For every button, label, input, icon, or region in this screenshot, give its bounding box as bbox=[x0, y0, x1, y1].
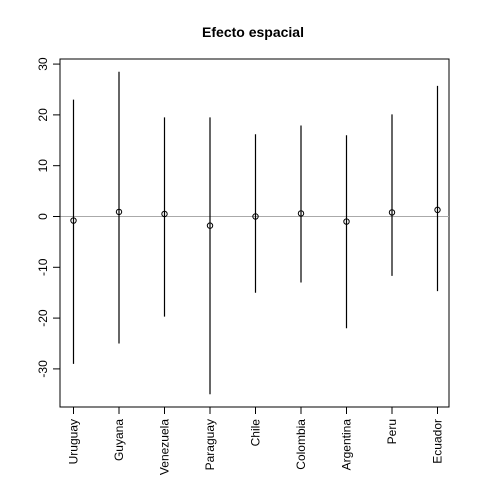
x-tick-label-argentina: Argentina bbox=[340, 419, 354, 471]
point-guyana bbox=[115, 208, 123, 216]
y-tick-label: -30 bbox=[36, 360, 50, 378]
x-tick-label-ecuador: Ecuador bbox=[431, 419, 445, 464]
y-tick-label: 20 bbox=[36, 108, 50, 122]
point-ecuador bbox=[434, 206, 441, 214]
x-tick-label-colombia: Colombia bbox=[294, 419, 308, 470]
point-colombia bbox=[297, 210, 305, 217]
point-chile bbox=[252, 213, 259, 220]
x-tick-label-paraguay: Paraguay bbox=[203, 419, 217, 470]
point-venezuela bbox=[161, 210, 168, 218]
chart-title: Efecto espacial bbox=[202, 24, 304, 40]
x-tick-label-venezuela: Venezuela bbox=[158, 419, 172, 475]
point-peru bbox=[388, 209, 396, 216]
y-tick-label: -20 bbox=[36, 309, 50, 327]
plot-frame bbox=[59, 58, 450, 408]
x-tick-label-uruguay: Uruguay bbox=[67, 419, 81, 464]
x-tick-label-peru: Peru bbox=[385, 419, 399, 444]
y-tick-label: 10 bbox=[36, 159, 50, 173]
y-tick-label: -10 bbox=[36, 258, 50, 276]
point-uruguay bbox=[70, 217, 77, 224]
y-tick-label: 30 bbox=[36, 57, 50, 71]
point-paraguay bbox=[206, 222, 214, 229]
y-tick-label: 0 bbox=[36, 213, 50, 220]
x-tick-label-chile: Chile bbox=[249, 419, 263, 447]
point-argentina bbox=[343, 218, 350, 225]
x-tick-label-guyana: Guyana bbox=[112, 419, 126, 461]
